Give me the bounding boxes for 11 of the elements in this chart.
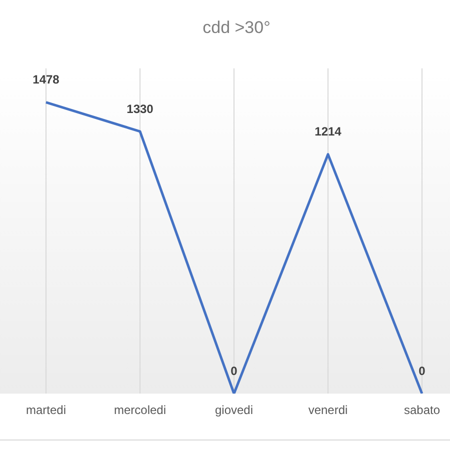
x-tick-label: venerdi <box>308 403 348 418</box>
data-label: 1478 <box>32 72 60 87</box>
data-label: 0 <box>418 364 426 378</box>
data-label: 0 <box>230 364 238 378</box>
x-tick-label: giovedi <box>214 403 254 418</box>
x-tick-label: mercoledi <box>114 403 166 418</box>
data-label: 1214 <box>314 124 342 139</box>
x-tick-label: martedi <box>26 403 66 418</box>
chart-title: cdd >30° <box>202 18 270 37</box>
data-label: 1330 <box>126 102 154 116</box>
x-tick-label: sabato <box>404 403 440 418</box>
